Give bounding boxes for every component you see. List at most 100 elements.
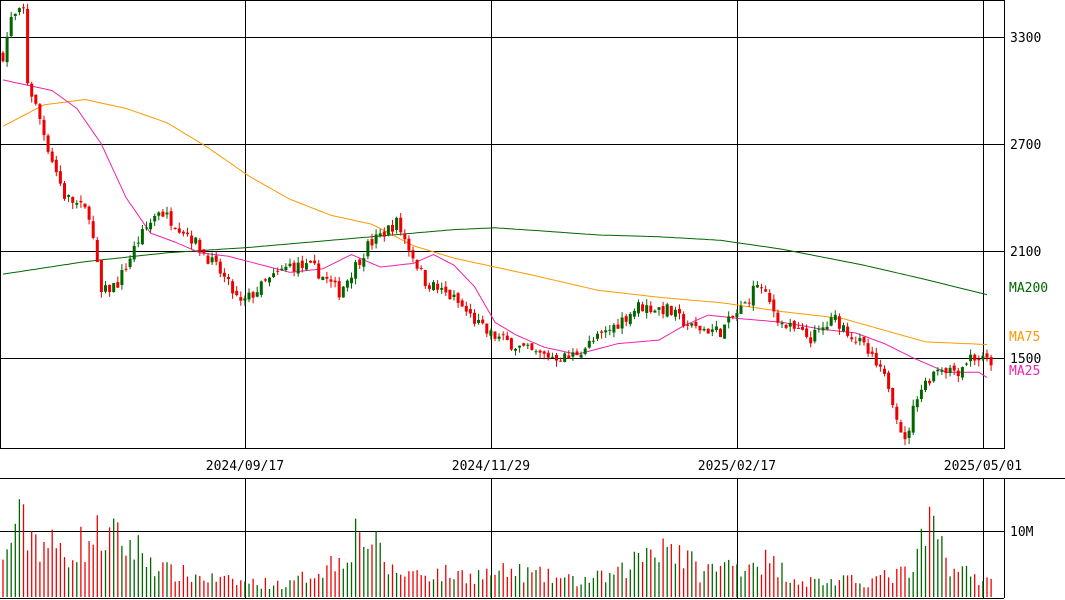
- candle-body: [321, 276, 325, 280]
- price-tick-label: 1500: [1010, 352, 1041, 367]
- candle-body: [743, 302, 747, 304]
- candle-body: [862, 336, 866, 343]
- candle-body: [571, 352, 575, 357]
- candle-body: [727, 316, 731, 323]
- candle-body: [190, 235, 194, 244]
- candle-body: [161, 211, 165, 217]
- candle-body: [591, 340, 595, 342]
- candle-body: [596, 333, 599, 339]
- candle-body: [600, 331, 604, 333]
- candle-body: [177, 228, 181, 233]
- candle-body: [698, 325, 702, 331]
- candle-body: [657, 307, 661, 310]
- candle-body: [403, 233, 407, 240]
- candle-body: [604, 330, 608, 333]
- candle-body: [858, 338, 862, 342]
- candle-body: [108, 284, 112, 293]
- candle-body: [522, 343, 526, 346]
- candle-body: [682, 314, 686, 327]
- candle-body: [436, 283, 440, 290]
- candle-body: [645, 305, 649, 313]
- candle-body: [218, 261, 222, 274]
- candle-body: [329, 279, 333, 282]
- candle-body: [796, 327, 800, 329]
- candle-body: [805, 328, 809, 337]
- candle-body: [132, 245, 136, 260]
- candle-body: [374, 234, 378, 244]
- candle-body: [944, 368, 948, 374]
- candle-body: [181, 231, 185, 234]
- candle-body: [468, 309, 472, 314]
- candle-body: [735, 313, 739, 318]
- candle-body: [22, 7, 25, 9]
- candle-body: [124, 268, 128, 270]
- candle-body: [91, 221, 95, 238]
- candle-body: [17, 8, 21, 13]
- volume-tick-labels: 10M: [1010, 525, 1034, 540]
- volume-tick-label: 10M: [1010, 525, 1034, 540]
- candle-body: [784, 325, 788, 328]
- candle-body: [300, 260, 304, 268]
- candle-body: [911, 405, 915, 433]
- candle-body: [874, 352, 878, 366]
- candle-body: [366, 241, 370, 257]
- candle-body: [489, 330, 493, 336]
- candle-body: [829, 317, 833, 326]
- candle-body: [136, 242, 140, 244]
- candle-body: [194, 237, 198, 244]
- candle-body: [641, 304, 645, 312]
- candle-body: [186, 232, 189, 235]
- candle-body: [497, 336, 501, 339]
- date-tick-label: 2024/09/17: [206, 459, 284, 474]
- candle-body: [960, 367, 964, 378]
- candle-body: [956, 370, 960, 377]
- price-tick-labels: 3300 2700 2100 1500: [1010, 31, 1041, 367]
- candle-body: [42, 119, 46, 136]
- candle-body: [887, 372, 891, 389]
- candle-body: [714, 326, 718, 330]
- candle-body: [919, 389, 923, 400]
- candle-body: [75, 202, 79, 205]
- date-tick-label: 2025/05/01: [944, 459, 1022, 474]
- candle-body: [210, 257, 214, 263]
- candle-body: [739, 306, 743, 314]
- candle-body: [440, 287, 444, 290]
- candle-body: [747, 302, 751, 304]
- candle-body: [764, 289, 768, 292]
- candle-body: [104, 285, 107, 292]
- candle-body: [13, 13, 17, 16]
- candle-body: [67, 195, 71, 197]
- candle-body: [1, 52, 5, 62]
- candle-body: [341, 286, 345, 298]
- candle-body: [145, 227, 148, 229]
- candle-body: [612, 324, 616, 333]
- candle-body: [678, 308, 681, 314]
- candle-body: [792, 320, 796, 329]
- candle-body: [907, 430, 911, 438]
- price-tick-label: 2700: [1010, 138, 1041, 153]
- price-grid: [0, 0, 1004, 448]
- candle-body: [452, 294, 456, 298]
- candle-body: [608, 329, 612, 331]
- candle-body: [481, 319, 485, 324]
- candle-body: [653, 310, 657, 313]
- candle-body: [464, 305, 468, 312]
- candle-body: [247, 292, 251, 300]
- candle-body: [542, 351, 546, 354]
- candle-body: [915, 399, 919, 408]
- candle-body: [751, 285, 755, 306]
- candle-body: [706, 328, 710, 334]
- candle-body: [940, 369, 944, 372]
- candle-body: [723, 324, 727, 339]
- candle-body: [54, 159, 58, 173]
- candle-body: [63, 183, 66, 199]
- candle-body: [382, 231, 386, 237]
- candle-body: [878, 364, 882, 367]
- candle-body: [173, 227, 177, 230]
- candle-body: [952, 365, 956, 371]
- candle-body: [719, 328, 722, 338]
- candle-body: [883, 368, 886, 374]
- candle-body: [206, 255, 210, 264]
- candle-body: [87, 206, 91, 220]
- candle-body: [620, 317, 624, 329]
